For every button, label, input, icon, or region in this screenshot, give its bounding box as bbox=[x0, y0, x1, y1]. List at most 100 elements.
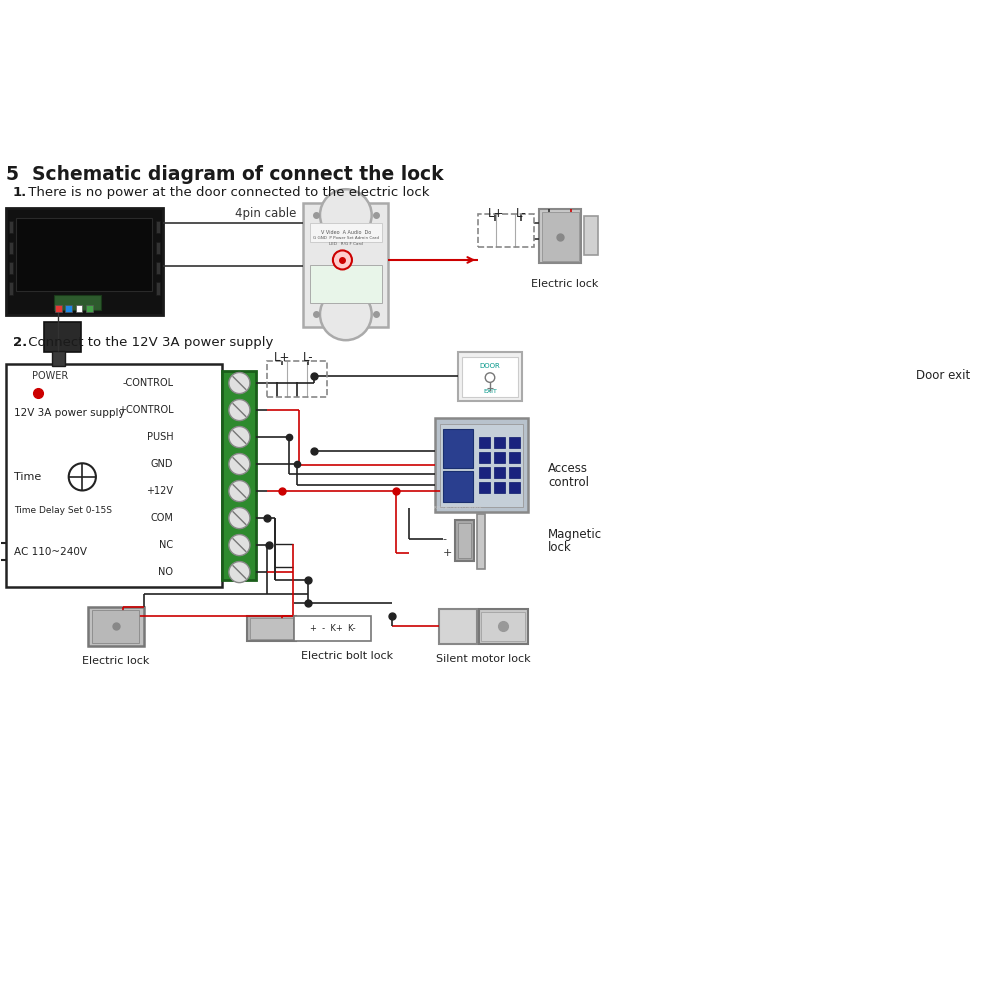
FancyBboxPatch shape bbox=[462, 357, 518, 397]
Text: lock: lock bbox=[548, 541, 572, 554]
Text: AC 110~240V: AC 110~240V bbox=[14, 547, 87, 557]
FancyBboxPatch shape bbox=[16, 218, 152, 291]
Text: POWER: POWER bbox=[32, 371, 68, 381]
Text: LED   R/G F Card: LED R/G F Card bbox=[329, 242, 363, 246]
FancyBboxPatch shape bbox=[54, 295, 101, 310]
Circle shape bbox=[485, 373, 495, 382]
FancyBboxPatch shape bbox=[250, 618, 293, 639]
Text: PUSH: PUSH bbox=[147, 432, 173, 442]
FancyBboxPatch shape bbox=[76, 305, 82, 312]
FancyBboxPatch shape bbox=[6, 364, 222, 587]
Text: There is no power at the door connected to the electric lock: There is no power at the door connected … bbox=[24, 186, 429, 199]
FancyBboxPatch shape bbox=[443, 429, 473, 468]
FancyBboxPatch shape bbox=[439, 609, 477, 644]
Circle shape bbox=[229, 508, 250, 529]
Circle shape bbox=[229, 399, 250, 421]
Circle shape bbox=[229, 481, 250, 502]
FancyBboxPatch shape bbox=[479, 452, 490, 463]
Text: Electric lock: Electric lock bbox=[82, 656, 149, 666]
FancyBboxPatch shape bbox=[479, 437, 490, 448]
FancyBboxPatch shape bbox=[494, 437, 505, 448]
FancyBboxPatch shape bbox=[247, 616, 296, 641]
Text: L-: L- bbox=[303, 351, 313, 364]
FancyBboxPatch shape bbox=[584, 216, 598, 255]
Text: Electric bolt lock: Electric bolt lock bbox=[301, 651, 393, 661]
FancyBboxPatch shape bbox=[509, 467, 520, 478]
Text: RFID ACCESS CONTROL: RFID ACCESS CONTROL bbox=[434, 506, 483, 510]
Text: 4pin cable: 4pin cable bbox=[235, 207, 297, 220]
FancyBboxPatch shape bbox=[44, 322, 81, 352]
Text: 1.: 1. bbox=[13, 186, 27, 199]
Circle shape bbox=[320, 289, 372, 340]
FancyBboxPatch shape bbox=[294, 616, 371, 641]
FancyBboxPatch shape bbox=[509, 437, 520, 448]
FancyBboxPatch shape bbox=[65, 305, 72, 312]
FancyBboxPatch shape bbox=[6, 208, 163, 315]
Text: Electric lock: Electric lock bbox=[531, 279, 599, 289]
Text: 5  Schematic diagram of connect the lock: 5 Schematic diagram of connect the lock bbox=[6, 165, 444, 184]
FancyBboxPatch shape bbox=[303, 203, 388, 327]
Text: 12V 3A power supply: 12V 3A power supply bbox=[14, 408, 125, 418]
Text: DOOR: DOOR bbox=[480, 363, 500, 369]
Text: G GND  P Power Set Admin Card: G GND P Power Set Admin Card bbox=[313, 236, 379, 240]
Text: L+: L+ bbox=[488, 207, 504, 220]
FancyBboxPatch shape bbox=[52, 351, 65, 366]
Text: Connect to the 12V 3A power supply: Connect to the 12V 3A power supply bbox=[24, 336, 273, 349]
FancyBboxPatch shape bbox=[310, 265, 382, 303]
Text: -CONTROL: -CONTROL bbox=[122, 378, 173, 388]
Text: 2.: 2. bbox=[13, 336, 27, 349]
Text: L+: L+ bbox=[274, 351, 290, 364]
FancyBboxPatch shape bbox=[458, 523, 471, 558]
FancyBboxPatch shape bbox=[222, 371, 256, 580]
Text: +: + bbox=[443, 548, 452, 558]
FancyBboxPatch shape bbox=[494, 452, 505, 463]
Text: +CONTROL: +CONTROL bbox=[118, 405, 173, 415]
Text: Time Delay Set 0-15S: Time Delay Set 0-15S bbox=[14, 506, 112, 515]
FancyBboxPatch shape bbox=[156, 221, 160, 233]
FancyBboxPatch shape bbox=[156, 262, 160, 274]
FancyBboxPatch shape bbox=[539, 209, 581, 263]
Circle shape bbox=[333, 250, 352, 269]
FancyBboxPatch shape bbox=[458, 352, 522, 401]
FancyBboxPatch shape bbox=[494, 482, 505, 493]
FancyBboxPatch shape bbox=[440, 424, 523, 507]
Circle shape bbox=[320, 189, 372, 241]
Text: L-: L- bbox=[516, 207, 527, 220]
FancyBboxPatch shape bbox=[310, 223, 382, 242]
Circle shape bbox=[69, 463, 96, 490]
Text: V Video  A Audio  Do: V Video A Audio Do bbox=[321, 230, 371, 235]
FancyBboxPatch shape bbox=[481, 612, 525, 641]
FancyBboxPatch shape bbox=[9, 282, 13, 295]
FancyBboxPatch shape bbox=[479, 609, 528, 644]
FancyBboxPatch shape bbox=[92, 610, 139, 643]
FancyBboxPatch shape bbox=[443, 471, 473, 502]
Text: control: control bbox=[548, 476, 589, 489]
FancyBboxPatch shape bbox=[542, 212, 579, 261]
Circle shape bbox=[229, 562, 250, 583]
FancyBboxPatch shape bbox=[509, 452, 520, 463]
FancyBboxPatch shape bbox=[479, 482, 490, 493]
FancyBboxPatch shape bbox=[156, 242, 160, 254]
FancyBboxPatch shape bbox=[477, 514, 485, 569]
FancyBboxPatch shape bbox=[9, 262, 13, 274]
Text: Time: Time bbox=[14, 472, 42, 482]
Text: NC: NC bbox=[159, 540, 173, 550]
Circle shape bbox=[229, 427, 250, 448]
Text: COM: COM bbox=[151, 513, 173, 523]
FancyBboxPatch shape bbox=[88, 607, 144, 646]
Text: Magnetic: Magnetic bbox=[548, 528, 602, 541]
Text: GND: GND bbox=[151, 459, 173, 469]
FancyBboxPatch shape bbox=[479, 467, 490, 478]
FancyBboxPatch shape bbox=[55, 305, 62, 312]
FancyBboxPatch shape bbox=[509, 482, 520, 493]
FancyBboxPatch shape bbox=[455, 520, 474, 561]
Text: -: - bbox=[443, 534, 447, 544]
FancyBboxPatch shape bbox=[435, 418, 528, 512]
FancyBboxPatch shape bbox=[494, 467, 505, 478]
Text: +12V: +12V bbox=[146, 486, 173, 496]
FancyBboxPatch shape bbox=[86, 305, 93, 312]
Text: EXIT: EXIT bbox=[483, 389, 497, 394]
FancyBboxPatch shape bbox=[156, 282, 160, 295]
Circle shape bbox=[229, 454, 250, 475]
Circle shape bbox=[229, 372, 250, 394]
